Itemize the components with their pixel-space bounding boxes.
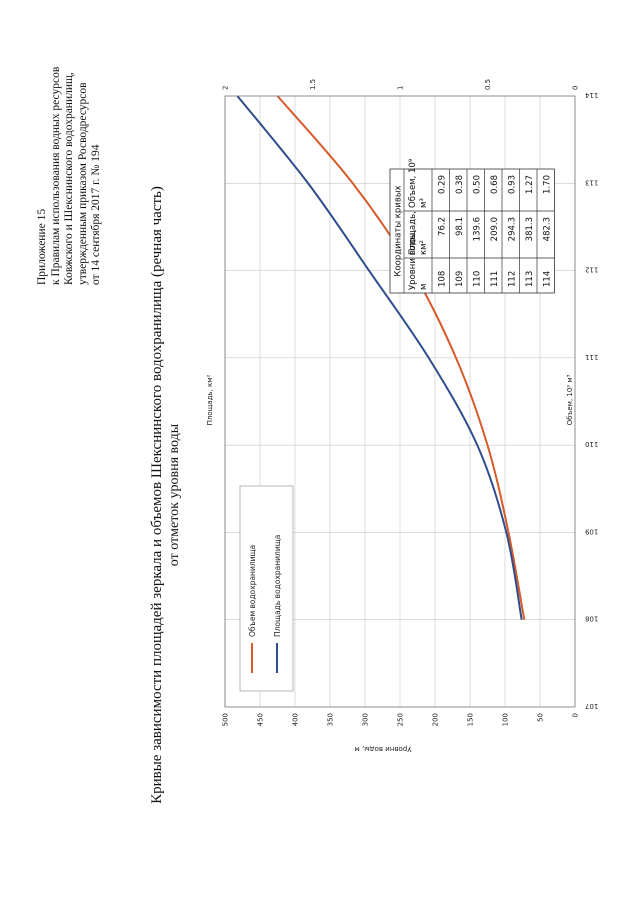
bottom-tick-label: 0: [572, 86, 580, 90]
area-curve: [236, 95, 523, 620]
volume-curve: [276, 95, 526, 620]
table-cell: 1.27: [525, 175, 535, 194]
table-cell: 112: [508, 271, 518, 287]
top-tick-label: 350: [327, 713, 335, 726]
table-header-cell: м³: [419, 198, 429, 208]
table-header-cell: Уровни воды,: [408, 230, 418, 290]
y-tick-label: 109: [585, 527, 598, 535]
tick-labels: 107 108 109 110 111 112 113 114 0 50 100 150 200 250 3…: [222, 79, 599, 727]
table-header-cell: м: [419, 284, 429, 290]
legend-label-volume: Объем водохранилища: [248, 545, 257, 637]
legend: Объем водохранилища Площадь водохранилищ…: [239, 485, 294, 692]
table-cell: 0.38: [455, 175, 465, 194]
table-frame: [389, 168, 555, 294]
table-header-cell: Площадь,: [408, 211, 418, 255]
top-tick-label: 450: [257, 713, 265, 726]
y-tick-label: 111: [585, 353, 598, 361]
table-cell: 294.3: [508, 217, 518, 241]
table-cell: 98.1: [455, 217, 465, 236]
table-cell: 114: [543, 271, 553, 287]
table-cell: 0.29: [438, 175, 448, 194]
legend-box: [239, 485, 294, 692]
y-tick-label: 114: [584, 91, 598, 99]
bottom-tick-label: 0.5: [484, 79, 492, 90]
curves: [236, 95, 526, 620]
top-axis-label: Площадь, км²: [206, 374, 214, 425]
table-cell: 109: [455, 271, 465, 287]
y-tick-label: 107: [585, 702, 598, 710]
table-cell: 482.3: [543, 217, 553, 241]
coordinates-table: Координаты кривых Уровни воды, м Площадь, км…: [389, 158, 555, 294]
legend-label-area: Площадь водохранилища: [273, 535, 282, 637]
table-cell: 76.2: [438, 217, 448, 236]
table-header-cell: Объем, 10⁹: [408, 158, 418, 208]
bottom-tick-label: 1: [397, 86, 405, 90]
table-cell: 381.3: [525, 217, 535, 241]
top-tick-label: 300: [362, 713, 370, 726]
table-cell: 110: [473, 271, 483, 287]
top-tick-label: 500: [222, 713, 230, 726]
table-header-cell: км²: [419, 240, 429, 255]
bottom-tick-label: 2: [222, 86, 230, 90]
table-cell: 113: [525, 271, 535, 287]
table-cell: 0.93: [508, 175, 518, 194]
table-cell: 108: [438, 271, 448, 287]
y-tick-label: 113: [585, 178, 598, 186]
table-cell: 139.6: [473, 217, 483, 241]
bottom-tick-label: 1.5: [309, 79, 317, 90]
y-tick-label: 108: [585, 615, 598, 623]
top-tick-label: 50: [537, 713, 545, 722]
top-tick-label: 150: [467, 713, 475, 726]
table-cell: 209.0: [490, 217, 500, 241]
top-tick-label: 100: [502, 713, 510, 726]
top-tick-label: 400: [292, 713, 300, 726]
table-title: Координаты кривых: [394, 185, 404, 276]
top-tick-label: 0: [572, 713, 580, 717]
top-tick-label: 200: [432, 713, 440, 726]
bottom-axis-label: Объем, 10⁹ м³: [566, 374, 574, 425]
y-axis-label: Уровни воды, м: [355, 745, 412, 753]
y-tick-label: 110: [585, 440, 598, 448]
table-cell: 1.70: [543, 175, 553, 194]
plot-frame: [224, 95, 576, 708]
y-tick-label: 112: [585, 266, 598, 274]
table-cell: 111: [490, 271, 500, 287]
table-cell: 0.68: [490, 175, 500, 194]
table-cell: 0.50: [473, 175, 483, 194]
top-tick-label: 250: [397, 713, 405, 726]
